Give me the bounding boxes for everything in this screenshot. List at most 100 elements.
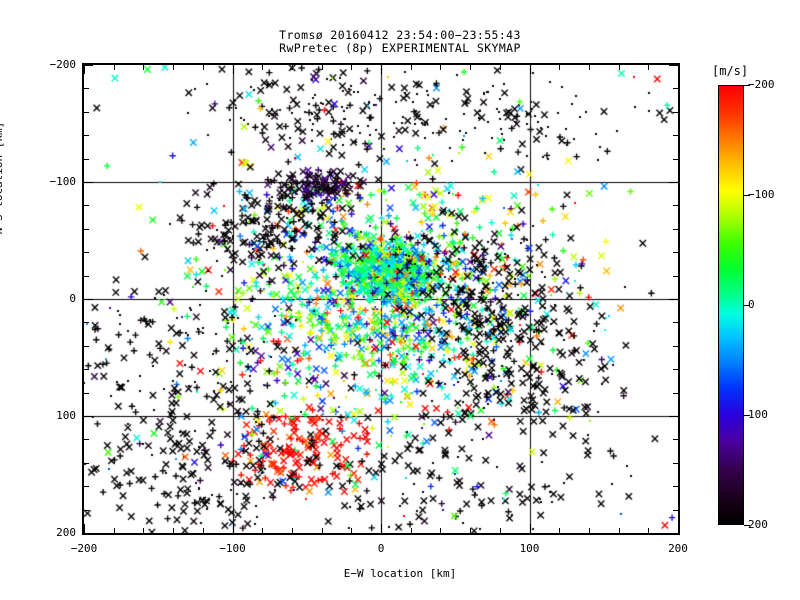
tick-mark bbox=[673, 88, 678, 89]
y-tick-label: 200 bbox=[56, 526, 76, 539]
tick-mark bbox=[84, 322, 89, 323]
colorbar-tick-mark bbox=[744, 525, 750, 526]
tick-mark bbox=[203, 528, 204, 533]
tick-mark bbox=[673, 252, 678, 253]
tick-mark bbox=[673, 159, 678, 160]
colorbar-tick-mark bbox=[744, 195, 750, 196]
tick-mark bbox=[669, 65, 678, 66]
tick-mark bbox=[84, 463, 89, 464]
x-tick-label: 100 bbox=[519, 542, 540, 555]
x-tick-label: −200 bbox=[70, 542, 98, 555]
x-tick-label: 200 bbox=[668, 542, 688, 555]
tick-mark bbox=[411, 528, 412, 533]
tick-mark bbox=[84, 393, 89, 394]
tick-mark bbox=[381, 524, 382, 533]
tick-mark bbox=[84, 439, 89, 440]
colorbar-tick-label: −200 bbox=[748, 78, 775, 91]
tick-mark bbox=[233, 65, 234, 74]
tick-mark bbox=[673, 463, 678, 464]
tick-mark bbox=[84, 229, 89, 230]
tick-mark bbox=[114, 65, 115, 70]
plot-area[interactable] bbox=[82, 63, 680, 535]
tick-mark bbox=[470, 65, 471, 70]
tick-mark bbox=[530, 524, 531, 533]
tick-mark bbox=[114, 528, 115, 533]
colorbar-tick-label: −100 bbox=[748, 188, 775, 201]
tick-mark bbox=[530, 65, 531, 74]
y-tick-label: 100 bbox=[56, 409, 76, 422]
figure-title-line-1: Tromsø 20160412 23:54:00−23:55:43 bbox=[279, 28, 521, 42]
tick-mark bbox=[673, 135, 678, 136]
tick-mark bbox=[559, 65, 560, 70]
tick-mark bbox=[440, 65, 441, 70]
tick-mark bbox=[589, 528, 590, 533]
tick-mark bbox=[500, 65, 501, 70]
tick-mark bbox=[589, 65, 590, 70]
tick-mark bbox=[84, 159, 89, 160]
tick-mark bbox=[381, 65, 382, 74]
tick-mark bbox=[203, 65, 204, 70]
tick-mark bbox=[648, 528, 649, 533]
tick-mark bbox=[669, 416, 678, 417]
tick-mark bbox=[84, 533, 93, 534]
tick-mark bbox=[84, 416, 93, 417]
tick-mark bbox=[669, 182, 678, 183]
y-axis-title: N−S location [km] bbox=[0, 121, 5, 235]
tick-mark bbox=[233, 524, 234, 533]
tick-mark bbox=[673, 276, 678, 277]
tick-mark bbox=[84, 135, 89, 136]
colorbar-tick-label: 0 bbox=[748, 298, 755, 311]
tick-mark bbox=[292, 528, 293, 533]
tick-mark bbox=[673, 369, 678, 370]
tick-mark bbox=[669, 299, 678, 300]
tick-mark bbox=[673, 510, 678, 511]
tick-mark bbox=[322, 65, 323, 70]
tick-mark bbox=[619, 65, 620, 70]
colorbar-tick-label: 200 bbox=[748, 518, 768, 531]
x-tick-label: 0 bbox=[377, 542, 385, 555]
tick-mark bbox=[470, 528, 471, 533]
tick-mark bbox=[673, 205, 678, 206]
tick-mark bbox=[84, 65, 93, 66]
tick-mark bbox=[84, 299, 93, 300]
colorbar-tick-label: 100 bbox=[748, 408, 768, 421]
tick-mark bbox=[673, 439, 678, 440]
tick-mark bbox=[669, 533, 678, 534]
tick-mark bbox=[262, 528, 263, 533]
x-axis-title: E−W location [km] bbox=[343, 567, 457, 580]
tick-mark bbox=[173, 65, 174, 70]
tick-mark bbox=[673, 229, 678, 230]
tick-mark bbox=[84, 205, 89, 206]
tick-mark bbox=[351, 528, 352, 533]
tick-mark bbox=[559, 528, 560, 533]
tick-mark bbox=[84, 369, 89, 370]
tick-mark bbox=[84, 112, 89, 113]
tick-mark bbox=[84, 524, 85, 533]
colorbar-tick-mark bbox=[744, 415, 750, 416]
y-tick-label: −100 bbox=[49, 175, 77, 188]
tick-mark bbox=[351, 65, 352, 70]
tick-mark bbox=[673, 112, 678, 113]
tick-mark bbox=[322, 528, 323, 533]
tick-mark bbox=[173, 528, 174, 533]
tick-mark bbox=[262, 65, 263, 70]
colorbar bbox=[718, 85, 744, 525]
tick-mark bbox=[673, 346, 678, 347]
tick-mark bbox=[84, 486, 89, 487]
tick-mark bbox=[411, 65, 412, 70]
tick-mark bbox=[500, 528, 501, 533]
x-tick-label: −100 bbox=[219, 542, 246, 555]
colorbar-unit-label: [m/s] bbox=[712, 64, 749, 78]
colorbar-gradient bbox=[718, 85, 744, 525]
figure-title-line-2: RwPretec (8p) EXPERIMENTAL SKYMAP bbox=[279, 41, 521, 55]
tick-mark bbox=[673, 393, 678, 394]
tick-mark bbox=[673, 486, 678, 487]
tick-mark bbox=[84, 276, 89, 277]
tick-mark bbox=[84, 65, 85, 74]
tick-mark bbox=[84, 252, 89, 253]
colorbar-tick-mark bbox=[744, 305, 750, 306]
y-tick-label: 0 bbox=[69, 292, 76, 305]
tick-mark bbox=[678, 524, 679, 533]
tick-mark bbox=[673, 322, 678, 323]
